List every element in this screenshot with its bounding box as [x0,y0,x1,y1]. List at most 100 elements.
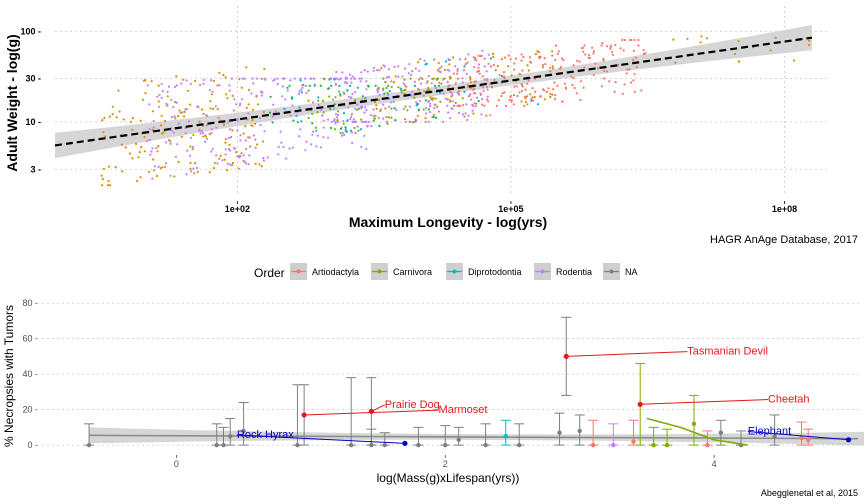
top-point-rodentia-1-238 [236,117,239,121]
top-point-rodentia-1-48 [244,139,247,142]
top-point-carnivora-3-35 [397,86,400,89]
top-point-artiodactyla-6-115 [592,50,596,53]
top-point-artiodactyla-8-1 [700,35,703,38]
top-point-carnivora-5-30 [432,116,435,119]
top-point-rodentia-2-125 [404,120,407,123]
top-point-carnivora-5-12 [339,127,342,130]
top-point-carnivora-0-13 [193,172,196,175]
top-point-rodentia-2-145 [487,62,490,65]
top-point-rodentia-1-221 [285,157,288,160]
top-point-carnivora-0-108 [210,93,214,96]
top-point-artiodactyla-6-165 [467,95,470,98]
top-point-artiodactyla-6-84 [473,102,476,105]
top-point-carnivora-3-26 [439,100,442,103]
top-point-diprotodontia-4-11 [489,57,492,60]
top-point-rodentia-2-109 [361,120,364,123]
top-point-artiodactyla-7-36 [510,74,513,77]
top-x-tick-label-2: 1e+08 [772,204,797,214]
top-point-carnivora-3-46 [421,77,424,80]
top-point-rodentia-2-38 [387,75,391,79]
top-point-rodentia-1-88 [210,150,213,153]
top-point-artiodactyla-7-71 [405,85,408,88]
top-point-rodentia-1-109 [189,82,192,85]
top-point-artiodactyla-6-125 [475,96,479,99]
top-point-rodentia-1-41 [211,90,214,93]
top-point-rodentia-2-85 [427,120,430,123]
top-point-artiodactyla-6-189 [581,46,585,50]
top-point-rodentia-2-91 [387,68,390,71]
top-point-carnivora-5-4 [311,122,314,125]
top-point-artiodactyla-6-102 [503,77,506,80]
top-point-artiodactyla-8-6 [737,40,740,43]
top-point-rodentia-2-197 [457,92,460,95]
top-point-rodentia-1-175 [210,79,213,82]
top-point-carnivora-5-29 [427,108,430,111]
top-point-rodentia-1-219 [288,147,291,150]
top-point-rodentia-1-181 [244,162,248,165]
top-point-carnivora-3-66 [446,98,449,101]
top-point-rodentia-1-137 [160,96,163,99]
top-point-carnivora-3-67 [334,128,337,131]
top-point-carnivora-3-52 [342,122,345,125]
top-point-rodentia-1-126 [204,134,207,137]
top-point-rodentia-2-68 [345,81,348,84]
top-point-rodentia-2-83 [415,101,418,104]
top-point-rodentia-2-148 [382,103,385,106]
top-point-rodentia-1-195 [190,170,193,173]
top-point-rodentia-2-117 [404,67,407,70]
top-point-carnivora-0-141 [222,123,226,127]
top-point-artiodactyla-7-11 [531,96,534,99]
top-point-carnivora-0-7 [183,110,186,113]
top-point-rodentia-1-153 [186,149,189,152]
top-point-rodentia-2-32 [413,80,416,83]
top-point-carnivora-0-36 [129,120,132,124]
top-point-artiodactyla-6-206 [617,64,620,67]
top-point-artiodactyla-7-29 [474,56,477,59]
top-point-artiodactyla-6-91 [454,82,457,85]
top-point-carnivora-3-53 [317,99,320,102]
top-point-carnivora-0-121 [191,148,194,151]
top-point-rodentia-2-89 [448,69,451,72]
top-point-carnivora-5-11 [416,102,419,105]
top-point-artiodactyla-7-58 [549,70,552,73]
top-point-artiodactyla-7-59 [526,103,529,106]
top-point-carnivora-0-137 [240,86,243,89]
top-point-carnivora-5-34 [383,92,386,95]
top-point-rodentia-2-81 [348,73,351,76]
top-point-rodentia-1-173 [335,77,338,80]
top-point-rodentia-1-222 [369,114,372,117]
top-point-artiodactyla-6-0 [493,78,496,81]
top-point-carnivora-3-3 [386,122,389,125]
top-point-artiodactyla-6-74 [526,82,529,85]
top-point-rodentia-2-76 [377,90,380,94]
top-point-rodentia-1-86 [272,103,275,106]
top-point-rodentia-1-190 [196,105,199,108]
top-point-carnivora-3-59 [377,87,380,90]
top-point-rodentia-1-225 [281,95,284,98]
top-y-axis-title: Adult Weight - log(g) [4,34,20,171]
top-point-artiodactyla-7-80 [426,88,429,91]
bottom-point-diprotodontia-13 [503,434,508,439]
top-point-artiodactyla-6-137 [500,58,503,61]
top-point-artiodactyla-6-205 [632,58,635,62]
top-point-rodentia-1-38 [191,146,195,149]
top-point-artiodactyla-6-199 [606,45,609,48]
top-point-rodentia-1-129 [172,106,175,109]
bottom-error-bars [84,316,814,446]
top-point-carnivora-0-158 [128,152,131,155]
highlight-label-2: Prairie Dog [385,399,440,411]
top-point-rodentia-1-26 [202,82,205,85]
top-point-rodentia-1-39 [359,80,362,83]
top-point-carnivora-0-81 [218,71,221,74]
top-point-rodentia-2-41 [378,69,381,72]
top-point-carnivora-0-68 [159,167,162,170]
top-point-diprotodontia-4-27 [349,129,352,132]
bottom-point-carnivora-21 [664,442,670,448]
top-point-rodentia-1-184 [180,82,183,85]
top-point-carnivora-0-25 [139,119,142,122]
top-point-carnivora-5-2 [393,107,396,110]
top-point-rodentia-2-93 [486,95,489,98]
top-point-artiodactyla-6-172 [518,91,521,94]
top-point-artiodactyla-6-55 [561,100,564,103]
top-point-artiodactyla-6-113 [560,57,564,60]
